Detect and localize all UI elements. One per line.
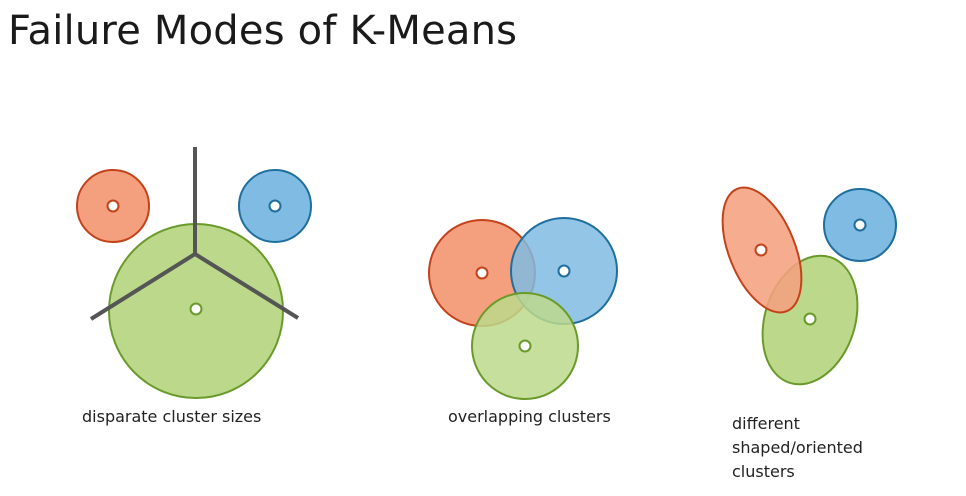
centroid-green: [518, 339, 532, 353]
caption-line: overlapping clusters: [448, 407, 611, 426]
caption-line: shaped/oriented: [732, 438, 863, 457]
centroid-blue: [853, 218, 867, 232]
voronoi-boundary: [89, 147, 300, 321]
centroid-orange: [106, 199, 120, 213]
caption-line: disparate cluster sizes: [82, 407, 262, 426]
centroid-blue: [268, 199, 282, 213]
caption-shaped-oriented: different shaped/oriented clusters: [732, 412, 932, 484]
panel-disparate-sizes: [76, 147, 312, 399]
panel-overlapping: [428, 217, 618, 400]
slide-title: Failure Modes of K-Means: [8, 8, 518, 54]
centroid-orange: [754, 243, 768, 257]
centroid-green: [803, 312, 817, 326]
caption-line: different: [732, 414, 800, 433]
caption-line: clusters: [732, 462, 795, 481]
panel-shaped-oriented: [721, 186, 897, 386]
caption-overlapping: overlapping clusters: [448, 405, 611, 429]
caption-disparate-sizes: disparate cluster sizes: [82, 405, 261, 429]
centroid-orange: [475, 266, 489, 280]
centroid-green: [189, 302, 203, 316]
centroid-blue: [557, 264, 571, 278]
